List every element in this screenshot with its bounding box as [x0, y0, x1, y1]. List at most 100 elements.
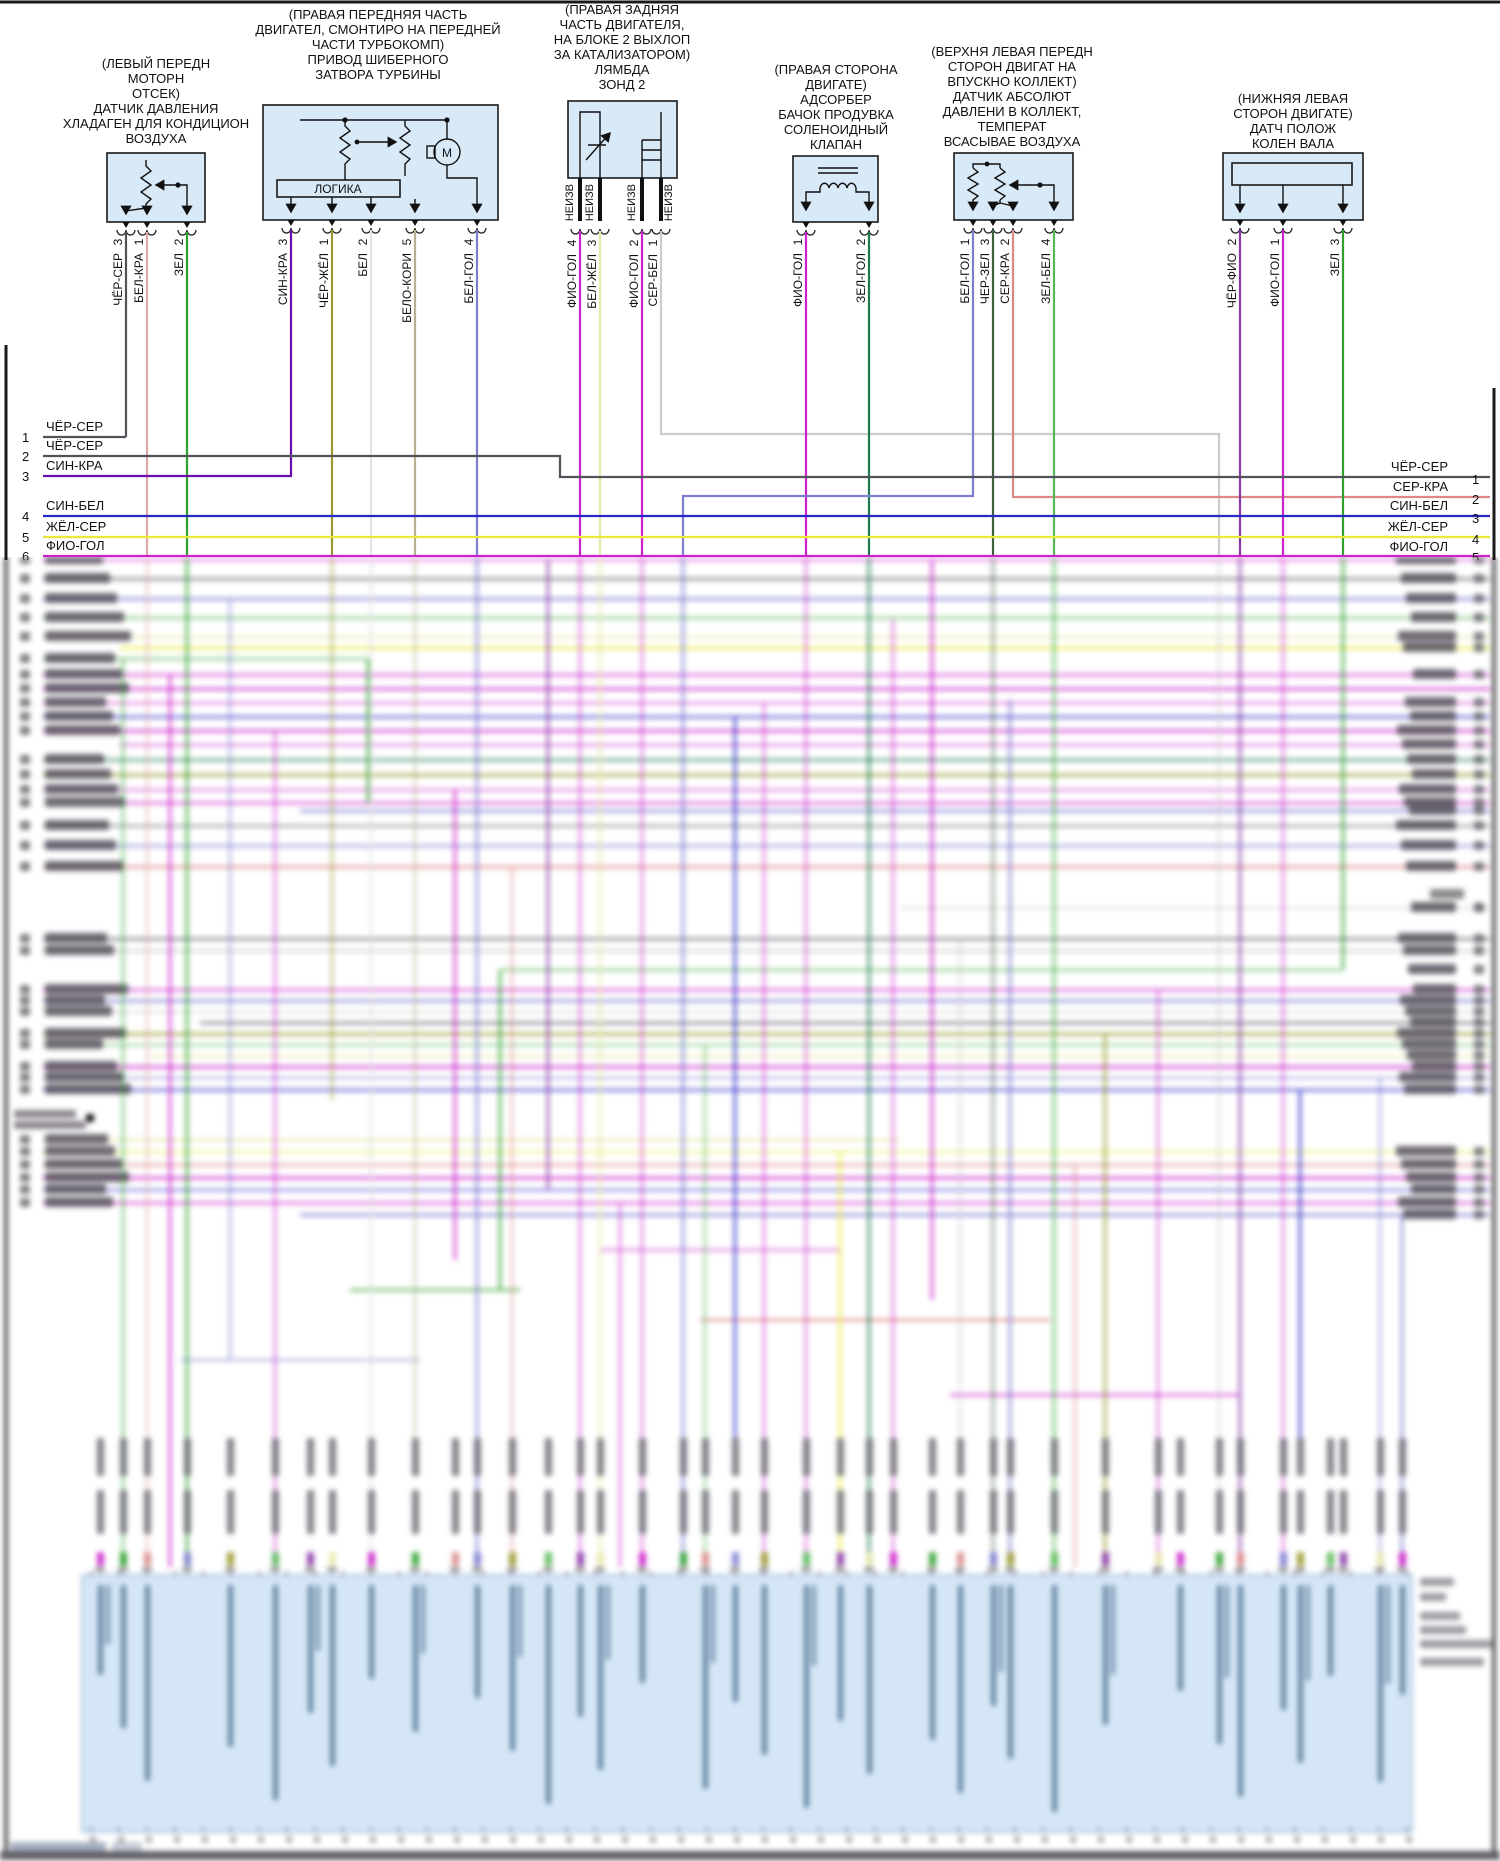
- svg-text:НЕИЗВ: НЕИЗВ: [663, 184, 675, 221]
- svg-text:ФИО-ГОЛ: ФИО-ГОЛ: [791, 253, 805, 307]
- svg-text:ЖЁЛ-СЕР: ЖЁЛ-СЕР: [46, 519, 106, 534]
- svg-text:ЧЁР-ЖЁЛ: ЧЁР-ЖЁЛ: [317, 253, 331, 308]
- svg-text:3: 3: [978, 238, 992, 245]
- svg-text:1: 1: [22, 430, 29, 445]
- pin-1: 1 ЧЁР-ЖЁЛ: [317, 220, 342, 557]
- component-refrigerant-pressure-sensor: (ЛЕВЫЙ ПЕРЕДН МОТОРН ОТСЕК) ДАТЧИК ДАВЛЕ…: [63, 56, 249, 557]
- svg-text:СОЛЕНОИДНЫЙ: СОЛЕНОИДНЫЙ: [784, 122, 888, 137]
- variable-arrow: [585, 131, 611, 161]
- pin-3: 3 ЧЕР-ЗЕЛ: [978, 220, 1003, 557]
- svg-text:СИН-БЕЛ: СИН-БЕЛ: [1390, 498, 1448, 513]
- svg-text:ЗЕЛ-БЕЛ: ЗЕЛ-БЕЛ: [1039, 253, 1053, 304]
- pin-2: 2 СЕР-КРА: [998, 220, 1490, 499]
- pin-4: НЕИЗВ 4 ФИО-ГОЛ: [564, 178, 590, 557]
- svg-text:3: 3: [1472, 511, 1479, 526]
- svg-text:2: 2: [854, 238, 868, 245]
- svg-text:СЕР-КРА: СЕР-КРА: [1393, 479, 1448, 494]
- svg-text:НЕИЗВ: НЕИЗВ: [626, 184, 638, 221]
- svg-text:ФИО-ГОЛ: ФИО-ГОЛ: [1268, 253, 1282, 307]
- svg-text:5: 5: [22, 530, 29, 545]
- svg-text:ДАТЧИК ДАВЛЕНИЯ: ДАТЧИК ДАВЛЕНИЯ: [94, 101, 219, 116]
- pin-tag: НЕИЗВ: [564, 184, 576, 221]
- svg-text:ДВИГАТЕЛ, СМОНТИРО НА ПЕРЕДНЕЙ: ДВИГАТЕЛ, СМОНТИРО НА ПЕРЕДНЕЙ: [255, 22, 500, 37]
- svg-text:2: 2: [22, 449, 29, 464]
- svg-text:2: 2: [356, 238, 370, 245]
- svg-text:3: 3: [276, 238, 290, 245]
- svg-text:СТОРОН ДВИГАТ НА: СТОРОН ДВИГАТ НА: [948, 59, 1077, 74]
- logic-box: [276, 179, 401, 198]
- svg-text:ВПУСКНО КОЛЛЕКТ): ВПУСКНО КОЛЛЕКТ): [947, 74, 1076, 89]
- svg-text:БЕЛ-КРА: БЕЛ-КРА: [132, 253, 146, 303]
- wire-bel-gol-run: [681, 230, 975, 557]
- component-box: [106, 152, 206, 223]
- svg-text:4: 4: [22, 509, 29, 524]
- component-box: [792, 155, 879, 223]
- pin-1: 1 ФИО-ГОЛ: [1268, 220, 1293, 557]
- pin-1: 1 БЕЛ-КРА: [132, 222, 157, 557]
- svg-text:СИН-КРА: СИН-КРА: [46, 458, 103, 473]
- svg-text:(ПРАВАЯ СТОРОНА: (ПРАВАЯ СТОРОНА: [774, 62, 897, 77]
- svg-text:ЗАТВОРА ТУРБИНЫ: ЗАТВОРА ТУРБИНЫ: [315, 67, 441, 82]
- resistor-symbol: [338, 120, 352, 170]
- component-crankshaft-position-sensor: (НИЖНЯЯ ЛЕВАЯ СТОРОН ДВИГАТЕ) ДАТЧ ПОЛОЖ…: [1222, 91, 1364, 557]
- component-map-iat-sensor: (ВЕРХНЯ ЛЕВАЯ ПЕРЕДН СТОРОН ДВИГАТ НА ВП…: [681, 44, 1490, 557]
- svg-text:(ПРАВАЯ ПЕРЕДНЯЯ ЧАСТЬ: (ПРАВАЯ ПЕРЕДНЯЯ ЧАСТЬ: [289, 7, 467, 22]
- svg-text:АДСОРБЕР: АДСОРБЕР: [800, 92, 872, 107]
- svg-text:2: 2: [1225, 238, 1239, 245]
- blurred-diagram-section: [0, 557, 1500, 1861]
- svg-text:1: 1: [317, 238, 331, 245]
- svg-text:НА БЛОКЕ 2 ВЫХЛОП: НА БЛОКЕ 2 ВЫХЛОП: [554, 32, 690, 47]
- svg-text:5: 5: [1472, 550, 1479, 560]
- pin-3: 3 ЧЁР-СЕР: [111, 222, 136, 437]
- pin-2: НЕИЗВ 2 ФИО-ГОЛ: [626, 178, 652, 557]
- coil-core: [818, 167, 858, 174]
- svg-text:2: 2: [998, 238, 1012, 245]
- heater-element: [641, 112, 662, 178]
- svg-text:ЧАСТЬ ДВИГАТЕЛЯ,: ЧАСТЬ ДВИГАТЕЛЯ,: [560, 17, 685, 32]
- svg-text:1: 1: [791, 238, 805, 245]
- svg-text:БЕЛ-ГОЛ: БЕЛ-ГОЛ: [462, 253, 476, 304]
- svg-text:СЕР-БЕЛ: СЕР-БЕЛ: [646, 254, 660, 306]
- svg-text:ОТСЕК): ОТСЕК): [132, 86, 180, 101]
- svg-text:БЕЛ: БЕЛ: [356, 253, 370, 277]
- svg-text:ТЕМПЕРАТ: ТЕМПЕРАТ: [978, 119, 1047, 134]
- left-off-page-rows: ЧЁР-СЕР ЧЁР-СЕР СИН-КРА СИН-БЕЛ ЖЁЛ-СЕР …: [22, 419, 1490, 560]
- svg-text:КЛАПАН: КЛАПАН: [810, 137, 862, 152]
- pin-3: 3 СИН-КРА: [276, 220, 301, 476]
- svg-text:ДАТЧИК АБСОЛЮТ: ДАТЧИК АБСОЛЮТ: [953, 89, 1072, 104]
- wire-ser-kra-run: [1011, 230, 1490, 499]
- svg-text:ЖЁЛ-СЕР: ЖЁЛ-СЕР: [1388, 519, 1448, 534]
- coil-symbol: [819, 182, 857, 189]
- svg-text:ЗА КАТАЛИЗАТОРОМ): ЗА КАТАЛИЗАТОРОМ): [554, 47, 690, 62]
- svg-text:ЧЁР-СЕР: ЧЁР-СЕР: [1391, 459, 1448, 474]
- pin-4: 4 ЗЕЛ-БЕЛ: [1039, 220, 1064, 557]
- svg-text:ДАВЛЕНИ В КОЛЛЕКТ,: ДАВЛЕНИ В КОЛЛЕКТ,: [943, 104, 1082, 119]
- blurred-wiring-decoration: [0, 557, 1500, 1860]
- pin-2: 2 ЗЕЛ: [172, 222, 197, 557]
- svg-text:МОТОРН: МОТОРН: [128, 71, 184, 86]
- svg-text:1: 1: [958, 238, 972, 245]
- svg-text:2: 2: [627, 239, 641, 246]
- svg-text:(НИЖНЯЯ ЛЕВАЯ: (НИЖНЯЯ ЛЕВАЯ: [1238, 91, 1348, 106]
- resistor-symbol: [993, 167, 1007, 201]
- component-box: [262, 104, 499, 221]
- svg-text:ФИО-ГОЛ: ФИО-ГОЛ: [627, 254, 641, 308]
- pin-1: НЕИЗВ 1 СЕР-БЕЛ: [646, 178, 1221, 557]
- svg-text:4: 4: [1039, 238, 1053, 245]
- right-off-page-rows: ЧЁР-СЕР СЕР-КРА СИН-БЕЛ ЖЁЛ-СЕР ФИО-ГОЛ …: [1388, 459, 1480, 560]
- svg-text:5: 5: [400, 238, 414, 245]
- svg-text:БЕЛ-ГОЛ: БЕЛ-ГОЛ: [958, 253, 972, 304]
- svg-text:ВОЗДУХА: ВОЗДУХА: [126, 131, 187, 146]
- svg-text:ЗЕЛ: ЗЕЛ: [172, 253, 186, 276]
- svg-text:НЕИЗВ: НЕИЗВ: [584, 184, 596, 221]
- svg-text:БАЧОК ПРОДУВКА: БАЧОК ПРОДУВКА: [778, 107, 894, 122]
- svg-text:СЕР-КРА: СЕР-КРА: [998, 253, 1012, 304]
- svg-text:ЗЕЛ: ЗЕЛ: [1328, 253, 1342, 276]
- svg-text:ФИО-ГОЛ: ФИО-ГОЛ: [565, 254, 579, 308]
- svg-text:1: 1: [1268, 238, 1282, 245]
- svg-text:ХЛАДАГЕН ДЛЯ КОНДИЦИОН: ХЛАДАГЕН ДЛЯ КОНДИЦИОН: [63, 116, 249, 131]
- svg-text:1: 1: [646, 239, 660, 246]
- svg-text:ЗЕЛ-ГОЛ: ЗЕЛ-ГОЛ: [854, 253, 868, 303]
- wire-color-label: ЧЁР-СЕР: [111, 253, 125, 306]
- pin-2: 2 БЕЛ: [356, 220, 381, 557]
